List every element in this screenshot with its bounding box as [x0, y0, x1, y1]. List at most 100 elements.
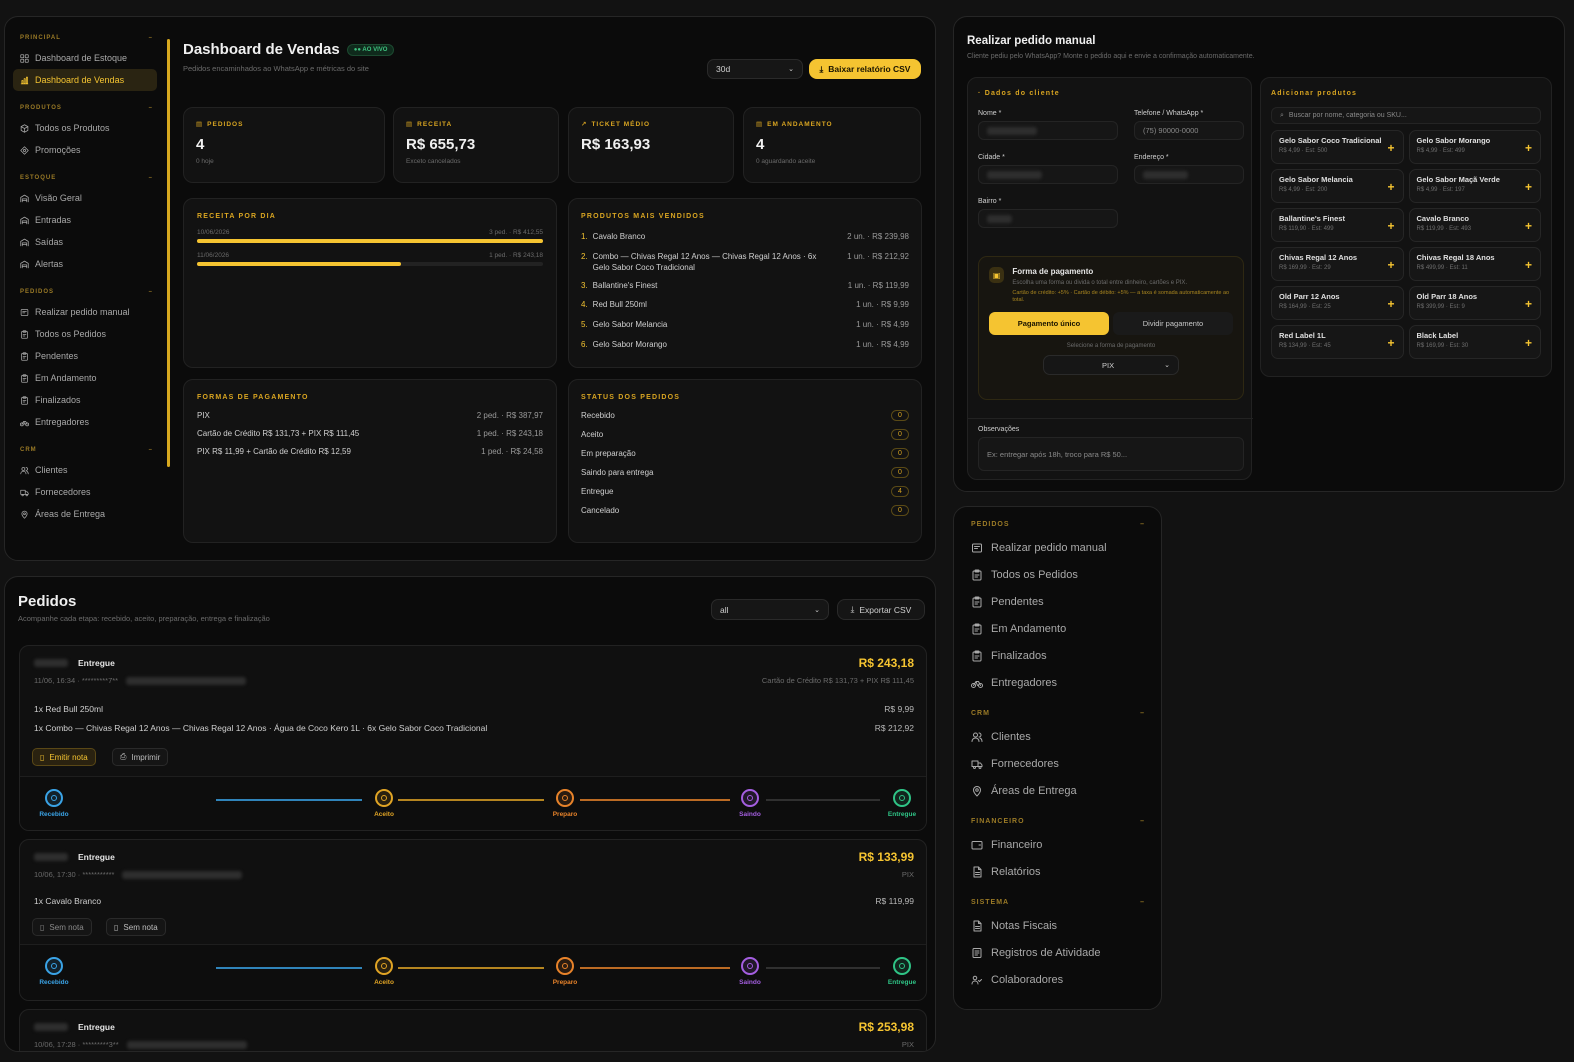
single-payment-button[interactable]: Pagamento único	[989, 312, 1109, 336]
sidebar-item[interactable]: Todos os Produtos	[5, 117, 157, 139]
emit-invoice-button[interactable]: ▯ Emitir nota	[32, 748, 96, 766]
sidebar-item[interactable]: Entradas	[5, 209, 157, 231]
product-info: R$ 499,99 · Est: 11	[1416, 265, 1468, 271]
sidebar-item[interactable]: Todos os Pedidos	[5, 323, 157, 345]
step-connector	[580, 799, 730, 801]
add-icon[interactable]: +	[1387, 141, 1395, 155]
order-card[interactable]: Entregue 10/06, 17:30 · *********** R$ 1…	[19, 839, 927, 1001]
payment-select[interactable]: PIX ⌄	[1043, 355, 1179, 376]
sidebar-scrollbar[interactable]	[167, 39, 170, 467]
sidebar-item[interactable]: Promoções	[5, 139, 157, 161]
top-product-row: 3. Ballantine's Finest 1 un. · R$ 119,99	[581, 280, 909, 292]
add-icon[interactable]: +	[1387, 180, 1395, 194]
product-card[interactable]: Gelo Sabor Morango R$ 4,99 · Est: 499 +	[1408, 130, 1541, 164]
sidebar-item[interactable]: Fornecedores	[954, 750, 1153, 777]
add-icon[interactable]: +	[1387, 297, 1395, 311]
sidebar-item[interactable]: Relatórios	[954, 858, 1153, 885]
sidebar-item[interactable]: Fornecedores	[5, 481, 157, 503]
sidebar-item[interactable]: Pendentes	[954, 588, 1153, 615]
order-status: Entregue	[78, 658, 115, 668]
product-search-input[interactable]: ⌕ Buscar por nome, categoria ou SKU...	[1271, 107, 1541, 124]
name-input[interactable]	[978, 121, 1118, 140]
sidebar-item[interactable]: Dashboard de Estoque	[5, 47, 157, 69]
customer-address	[126, 1040, 247, 1049]
period-select[interactable]: 30d ⌄	[707, 59, 803, 79]
sidebar-item[interactable]: Registros de Atividade	[954, 939, 1153, 966]
add-icon[interactable]: +	[1387, 258, 1395, 272]
sidebar-group-title[interactable]: PEDIDOS –	[20, 289, 153, 295]
order-card[interactable]: Entregue 10/06, 17:28 · *********3** R$ …	[19, 1009, 927, 1051]
notes-textarea[interactable]: Ex: entregar após 18h, troco para R$ 50.…	[978, 437, 1244, 471]
sidebar-group-title[interactable]: PEDIDOS –	[971, 521, 1145, 528]
sidebar-item[interactable]: Entregadores	[5, 411, 157, 433]
order-status: Entregue	[78, 1022, 115, 1032]
sidebar-item[interactable]: Finalizados	[5, 389, 157, 411]
revenue-bar-track	[197, 239, 543, 243]
add-icon[interactable]: +	[1524, 219, 1532, 233]
no-invoice-button[interactable]: ▯ Sem nota	[32, 918, 92, 936]
sidebar-item[interactable]: Clientes	[5, 459, 157, 481]
city-input[interactable]	[978, 165, 1118, 184]
step-connector	[766, 967, 880, 969]
address-input[interactable]	[1134, 165, 1244, 184]
sidebar-group-title[interactable]: CRM –	[971, 710, 1145, 717]
sidebar-group-title[interactable]: FINANCEIRO –	[971, 818, 1145, 825]
sidebar-item[interactable]: Áreas de Entrega	[954, 777, 1153, 804]
add-icon[interactable]: +	[1524, 141, 1532, 155]
bike-icon	[20, 420, 29, 426]
sidebar-item[interactable]: Dashboard de Vendas	[13, 69, 157, 91]
sidebar-item[interactable]: Realizar pedido manual	[954, 534, 1153, 561]
sidebar-item[interactable]: Visão Geral	[5, 187, 157, 209]
product-card[interactable]: Gelo Sabor Melancia R$ 4,99 · Est: 200 +	[1271, 169, 1404, 203]
sidebar-item[interactable]: Clientes	[954, 723, 1153, 750]
print-button[interactable]: ⎙ Imprimir	[112, 748, 169, 766]
product-card[interactable]: Old Parr 12 Anos R$ 164,99 · Est: 25 +	[1271, 286, 1404, 320]
product-card[interactable]: Black Label R$ 169,99 · Est: 30 +	[1408, 325, 1541, 359]
product-card[interactable]: Cavalo Branco R$ 119,99 · Est: 493 +	[1408, 208, 1541, 242]
sidebar-item[interactable]: Em Andamento	[954, 615, 1153, 642]
product-card[interactable]: Old Parr 18 Anos R$ 399,99 · Est: 9 +	[1408, 286, 1541, 320]
sidebar-item[interactable]: Pendentes	[5, 345, 157, 367]
truck-icon	[20, 489, 29, 496]
split-payment-button[interactable]: Dividir pagamento	[1113, 312, 1233, 336]
product-card[interactable]: Ballantine's Finest R$ 119,90 · Est: 499…	[1271, 208, 1404, 242]
orders-filter-select[interactable]: all ⌄	[711, 599, 829, 620]
add-icon[interactable]: +	[1524, 180, 1532, 194]
add-icon[interactable]: +	[1524, 258, 1532, 272]
payment-select-label: Selecione a forma de pagamento	[1066, 343, 1156, 350]
product-card[interactable]: Gelo Sabor Maçã Verde R$ 4,99 · Est: 197…	[1408, 169, 1541, 203]
product-card[interactable]: Chivas Regal 12 Anos R$ 169,99 · Est: 29…	[1271, 247, 1404, 281]
add-icon[interactable]: +	[1524, 336, 1532, 350]
product-card[interactable]: Gelo Sabor Coco Tradicional R$ 4,99 · Es…	[1271, 130, 1404, 164]
users-icon	[971, 732, 983, 742]
download-csv-button[interactable]: ⤓ Baixar relatório CSV	[809, 59, 921, 79]
product-info: R$ 399,99 · Est: 9	[1416, 304, 1465, 310]
add-icon[interactable]: +	[1387, 336, 1395, 350]
sidebar-item[interactable]: Saídas	[5, 231, 157, 253]
add-icon[interactable]: +	[1524, 297, 1532, 311]
sidebar-group-title[interactable]: PRODUTOS –	[20, 105, 153, 111]
sidebar-group-title[interactable]: SISTEMA –	[971, 899, 1145, 906]
sidebar-group-title[interactable]: CRM –	[20, 447, 153, 453]
sidebar-item[interactable]: Notas Fiscais	[954, 912, 1153, 939]
sidebar-item[interactable]: Realizar pedido manual	[5, 301, 157, 323]
sidebar-item[interactable]: Financeiro	[954, 831, 1153, 858]
no-invoice-button[interactable]: ▯ Sem nota	[106, 918, 166, 936]
sidebar-item[interactable]: Alertas	[5, 253, 157, 275]
export-csv-button[interactable]: ⤓ Exportar CSV	[837, 599, 925, 620]
sidebar-item[interactable]: Todos os Pedidos	[954, 561, 1153, 588]
product-card[interactable]: Red Label 1L R$ 134,99 · Est: 45 +	[1271, 325, 1404, 359]
sidebar-item[interactable]: Áreas de Entrega	[5, 503, 157, 525]
district-input[interactable]	[978, 209, 1118, 228]
collapse-icon: –	[1140, 710, 1145, 717]
sidebar-group-title[interactable]: ESTOQUE –	[20, 175, 153, 181]
sidebar-group-title[interactable]: PRINCIPAL –	[20, 35, 153, 41]
order-card[interactable]: Entregue 11/06, 16:34 · *********7** R$ …	[19, 645, 927, 831]
sidebar-item[interactable]: Entregadores	[954, 669, 1153, 696]
product-card[interactable]: Chivas Regal 18 Anos R$ 499,99 · Est: 11…	[1408, 247, 1541, 281]
phone-input[interactable]: (75) 90000-0000	[1134, 121, 1244, 140]
add-icon[interactable]: +	[1387, 219, 1395, 233]
sidebar-item[interactable]: Finalizados	[954, 642, 1153, 669]
sidebar-item[interactable]: Colaboradores	[954, 966, 1153, 993]
sidebar-item[interactable]: Em Andamento	[5, 367, 157, 389]
